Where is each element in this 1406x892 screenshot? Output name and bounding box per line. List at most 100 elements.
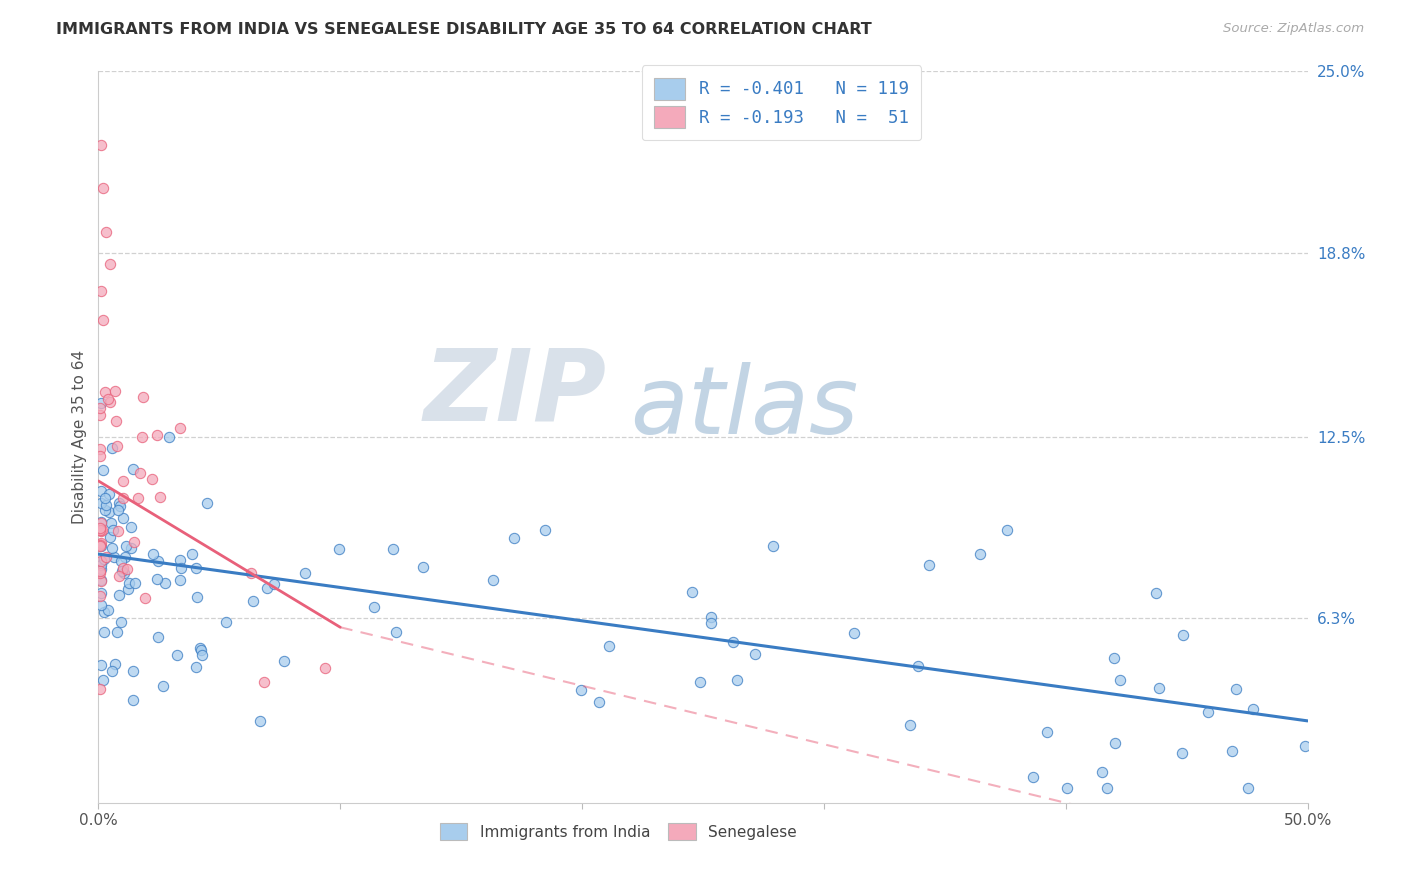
Point bbox=[159, 430, 181, 444]
Point bbox=[122, 664, 145, 678]
Point bbox=[97, 392, 120, 406]
Point bbox=[1173, 628, 1195, 642]
Point bbox=[122, 692, 145, 706]
Point bbox=[721, 635, 744, 649]
Point bbox=[110, 554, 132, 568]
Point bbox=[146, 428, 169, 442]
Point bbox=[98, 487, 121, 501]
Point bbox=[89, 589, 111, 603]
Point bbox=[90, 137, 112, 152]
Point bbox=[186, 590, 208, 604]
Point bbox=[90, 524, 112, 538]
Point bbox=[90, 524, 112, 538]
Point bbox=[90, 562, 112, 576]
Point bbox=[90, 516, 112, 531]
Point bbox=[89, 408, 111, 422]
Point bbox=[214, 615, 236, 629]
Point bbox=[89, 536, 111, 550]
Point bbox=[1102, 650, 1125, 665]
Point bbox=[1104, 736, 1126, 750]
Point bbox=[107, 496, 129, 510]
Point bbox=[89, 539, 111, 553]
Point bbox=[761, 539, 783, 553]
Point bbox=[1095, 781, 1118, 796]
Point bbox=[112, 566, 135, 580]
Point bbox=[117, 582, 139, 597]
Point bbox=[363, 600, 385, 615]
Point bbox=[240, 566, 263, 581]
Point bbox=[502, 531, 524, 545]
Point bbox=[101, 541, 124, 556]
Point bbox=[104, 414, 127, 428]
Point bbox=[90, 535, 112, 549]
Point bbox=[100, 516, 122, 531]
Point bbox=[598, 639, 620, 653]
Point bbox=[89, 566, 111, 581]
Point bbox=[1144, 585, 1167, 599]
Point bbox=[569, 682, 592, 697]
Point bbox=[385, 624, 408, 639]
Point bbox=[98, 257, 121, 271]
Point bbox=[112, 491, 135, 506]
Point bbox=[105, 625, 128, 640]
Point bbox=[120, 519, 142, 533]
Point bbox=[918, 558, 941, 573]
Point bbox=[111, 475, 134, 489]
Point bbox=[89, 449, 111, 463]
Point bbox=[94, 549, 117, 564]
Point bbox=[101, 524, 124, 538]
Point bbox=[90, 515, 112, 529]
Point bbox=[146, 630, 169, 644]
Point bbox=[90, 284, 112, 298]
Point bbox=[124, 576, 146, 591]
Point bbox=[700, 615, 723, 630]
Point bbox=[142, 547, 165, 561]
Point bbox=[149, 490, 172, 504]
Point bbox=[107, 524, 129, 538]
Point bbox=[89, 538, 111, 552]
Point bbox=[90, 495, 112, 509]
Point bbox=[190, 642, 212, 657]
Point bbox=[112, 560, 135, 574]
Point bbox=[89, 442, 111, 456]
Point bbox=[93, 552, 115, 566]
Point bbox=[381, 542, 404, 557]
Point bbox=[242, 594, 264, 608]
Point bbox=[111, 511, 134, 525]
Point bbox=[725, 673, 748, 687]
Point bbox=[263, 577, 285, 591]
Point bbox=[186, 561, 208, 575]
Point bbox=[115, 562, 138, 576]
Point bbox=[108, 588, 131, 602]
Text: atlas: atlas bbox=[630, 362, 859, 453]
Point bbox=[98, 395, 121, 409]
Point bbox=[314, 661, 336, 675]
Point bbox=[188, 641, 211, 656]
Point bbox=[89, 521, 111, 535]
Point bbox=[129, 466, 152, 480]
Point bbox=[153, 576, 176, 591]
Point bbox=[89, 681, 111, 696]
Point bbox=[533, 523, 555, 537]
Point bbox=[90, 658, 112, 673]
Point bbox=[146, 572, 169, 586]
Point bbox=[93, 503, 115, 517]
Point bbox=[101, 665, 124, 679]
Point bbox=[169, 421, 191, 435]
Point bbox=[134, 591, 156, 605]
Point bbox=[90, 574, 112, 589]
Point bbox=[89, 565, 111, 579]
Point bbox=[744, 647, 766, 661]
Point bbox=[90, 573, 112, 587]
Point bbox=[91, 673, 114, 688]
Point bbox=[91, 313, 114, 327]
Text: ZIP: ZIP bbox=[423, 344, 606, 442]
Point bbox=[328, 541, 350, 556]
Point bbox=[120, 541, 142, 556]
Point bbox=[121, 462, 143, 476]
Point bbox=[273, 654, 295, 668]
Point bbox=[110, 615, 132, 629]
Point bbox=[90, 484, 112, 499]
Point bbox=[1021, 771, 1043, 785]
Point bbox=[141, 472, 163, 486]
